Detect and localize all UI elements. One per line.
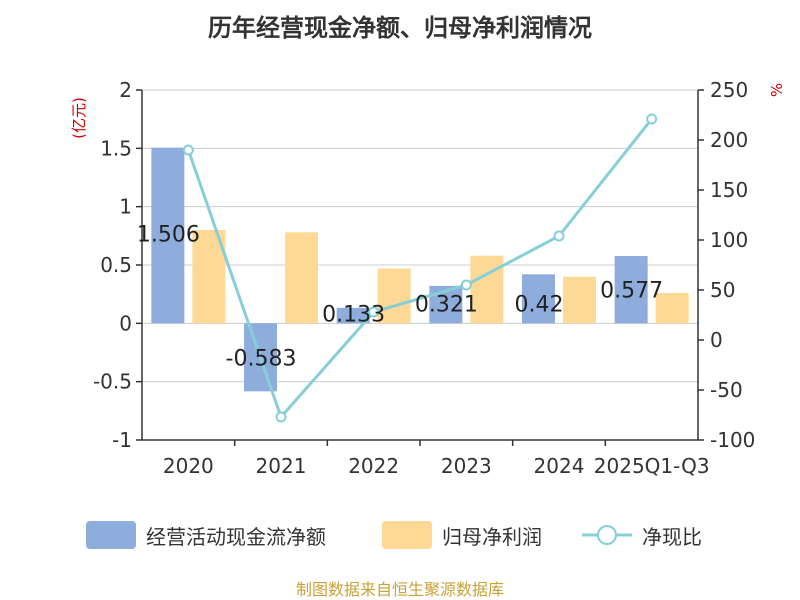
right-tick-label: 250 xyxy=(710,78,748,102)
legend-swatch-operating-cf xyxy=(86,521,136,549)
x-tick-label: 2022 xyxy=(348,454,399,478)
source-note: 制图数据来自恒生聚源数据库 xyxy=(295,580,504,599)
right-tick-label: 0 xyxy=(710,328,723,352)
point-ratio xyxy=(368,306,380,318)
bar-net-profit xyxy=(655,293,689,324)
bar-operating-cf xyxy=(522,274,555,324)
legend-item-net-profit[interactable]: 归母净利润 xyxy=(382,518,542,552)
point-ratio xyxy=(275,411,287,423)
data-label-operating-cf: 0.42 xyxy=(515,292,564,317)
point-ratio xyxy=(553,230,565,242)
right-tick-label: 150 xyxy=(710,178,748,202)
x-tick-label: 2020 xyxy=(163,454,214,478)
bar-operating-cf xyxy=(151,147,185,324)
bar-net-profit xyxy=(192,230,226,324)
point-ratio xyxy=(460,279,472,291)
right-tick-label: 200 xyxy=(710,128,748,152)
chart-title: 历年经营现金净额、归母净利润情况 xyxy=(208,14,592,42)
legend-line-ratio xyxy=(582,521,632,549)
left-tick-label: 1 xyxy=(119,195,132,219)
legend-item-operating-cf[interactable]: 经营活动现金流净额 xyxy=(86,518,326,552)
legend-label-operating-cf: 经营活动现金流净额 xyxy=(146,524,326,549)
legend-item-ratio[interactable]: 净现比 xyxy=(582,518,702,552)
left-tick-label: 0.5 xyxy=(100,253,132,277)
data-label-operating-cf: -0.583 xyxy=(226,346,297,371)
right-axis-unit: % xyxy=(768,83,786,97)
x-tick-label: 2023 xyxy=(441,454,492,478)
line-ratio xyxy=(186,118,653,420)
x-tick-label: 2021 xyxy=(256,454,307,478)
right-tick-label: -50 xyxy=(710,378,743,402)
point-ratio xyxy=(646,113,658,125)
point-ratio xyxy=(182,144,194,156)
legend-swatch-net-profit xyxy=(382,521,432,549)
right-tick-label: 50 xyxy=(710,278,735,302)
right-tick-label: 100 xyxy=(710,228,748,252)
x-tick-label: 2025Q1-Q3 xyxy=(594,454,710,478)
left-tick-label: 0 xyxy=(119,311,132,335)
right-tick-label: -100 xyxy=(710,428,755,452)
left-tick-label: -1 xyxy=(112,428,132,452)
data-label-operating-cf: 0.577 xyxy=(600,278,663,303)
legend: 经营活动现金流净额 归母净利润 净现比 xyxy=(0,518,800,552)
bar-operating-cf xyxy=(336,307,370,324)
bar-net-profit xyxy=(285,232,318,324)
bar-net-profit xyxy=(563,276,596,324)
legend-label-ratio: 净现比 xyxy=(642,524,702,549)
x-tick-label: 2024 xyxy=(534,454,585,478)
legend-line-ratio-icon xyxy=(582,525,632,545)
left-tick-label: 2 xyxy=(119,78,132,102)
bar-operating-cf xyxy=(614,256,648,324)
left-tick-label: 1.5 xyxy=(100,136,132,160)
left-tick-label: -0.5 xyxy=(93,370,132,394)
bar-net-profit xyxy=(377,268,411,324)
data-label-operating-cf: 1.506 xyxy=(137,223,200,248)
data-label-operating-cf: 0.133 xyxy=(322,302,385,327)
left-axis-unit: (亿元) xyxy=(70,97,88,139)
legend-label-net-profit: 归母净利润 xyxy=(442,524,542,549)
data-label-operating-cf: 0.321 xyxy=(415,292,478,317)
